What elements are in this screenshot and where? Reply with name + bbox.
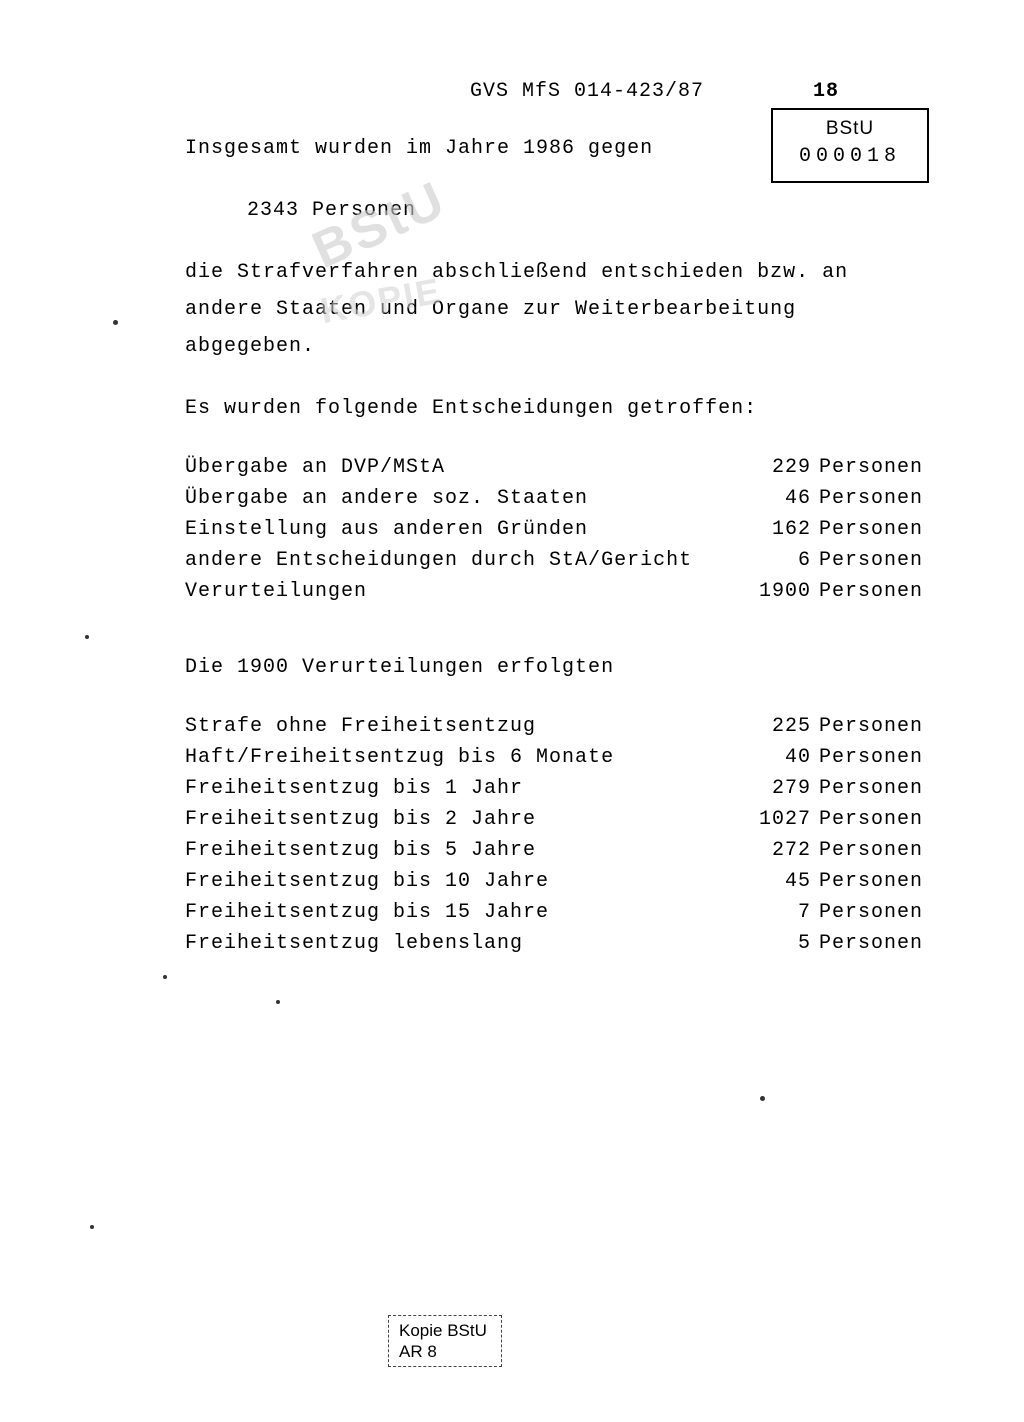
row-label: Freiheitsentzug bis 2 Jahre (185, 804, 739, 835)
persons-count: 2343 Personen (185, 192, 934, 229)
table-row: Freiheitsentzug lebenslang 5 Personen (185, 928, 934, 959)
table-row: Freiheitsentzug bis 1 Jahr 279 Personen (185, 773, 934, 804)
footer-stamp-line2: AR 8 (399, 1341, 487, 1362)
page-number: 18 (813, 80, 839, 103)
row-value: 46 (739, 483, 819, 514)
row-value: 5 (739, 928, 819, 959)
table-row: Haft/Freiheitsentzug bis 6 Monate 40 Per… (185, 742, 934, 773)
table-row: Strafe ohne Freiheitsentzug 225 Personen (185, 711, 934, 742)
row-unit: Personen (819, 804, 934, 835)
row-label: Strafe ohne Freiheitsentzug (185, 711, 739, 742)
row-unit: Personen (819, 866, 934, 897)
scan-speck (113, 320, 118, 325)
row-value: 45 (739, 866, 819, 897)
table-row: Verurteilungen 1900 Personen (185, 576, 934, 607)
table-row: Übergabe an DVP/MStA 229 Personen (185, 452, 934, 483)
row-unit: Personen (819, 711, 934, 742)
row-unit: Personen (819, 545, 934, 576)
footer-stamp-line1: Kopie BStU (399, 1320, 487, 1341)
row-unit: Personen (819, 742, 934, 773)
stamp-label: BStU (799, 116, 901, 143)
decisions-header: Es wurden folgende Entscheidungen getrof… (185, 390, 934, 427)
row-unit: Personen (819, 773, 934, 804)
convictions-header: Die 1900 Verurteilungen erfolgten (185, 649, 934, 686)
table-row: Freiheitsentzug bis 10 Jahre 45 Personen (185, 866, 934, 897)
row-value: 229 (739, 452, 819, 483)
scan-speck (90, 1225, 94, 1229)
footer-stamp: Kopie BStU AR 8 (388, 1315, 502, 1368)
table-row: Einstellung aus anderen Gründen 162 Pers… (185, 514, 934, 545)
archive-stamp: BStU 000018 (771, 108, 929, 183)
row-unit: Personen (819, 576, 934, 607)
scan-speck (85, 635, 89, 639)
row-label: Haft/Freiheitsentzug bis 6 Monate (185, 742, 739, 773)
row-label: Einstellung aus anderen Gründen (185, 514, 739, 545)
row-label: Freiheitsentzug bis 10 Jahre (185, 866, 739, 897)
main-content: Insgesamt wurden im Jahre 1986 gegen 234… (185, 130, 934, 959)
row-label: Übergabe an DVP/MStA (185, 452, 739, 483)
row-value: 40 (739, 742, 819, 773)
row-label: Verurteilungen (185, 576, 739, 607)
table-row: Freiheitsentzug bis 15 Jahre 7 Personen (185, 897, 934, 928)
row-value: 162 (739, 514, 819, 545)
row-label: Freiheitsentzug bis 5 Jahre (185, 835, 739, 866)
row-label: Freiheitsentzug lebenslang (185, 928, 739, 959)
row-unit: Personen (819, 897, 934, 928)
intro-paragraph-2: die Strafverfahren abschließend entschie… (185, 254, 934, 365)
row-unit: Personen (819, 483, 934, 514)
scan-speck (760, 1096, 765, 1101)
table-row: Freiheitsentzug bis 2 Jahre 1027 Persone… (185, 804, 934, 835)
row-value: 225 (739, 711, 819, 742)
table-row: andere Entscheidungen durch StA/Gericht … (185, 545, 934, 576)
convictions-table: Strafe ohne Freiheitsentzug 225 Personen… (185, 711, 934, 959)
row-value: 1027 (739, 804, 819, 835)
stamp-number: 000018 (799, 143, 901, 171)
table-row: Übergabe an andere soz. Staaten 46 Perso… (185, 483, 934, 514)
table-row: Freiheitsentzug bis 5 Jahre 272 Personen (185, 835, 934, 866)
row-label: andere Entscheidungen durch StA/Gericht (185, 545, 739, 576)
row-unit: Personen (819, 452, 934, 483)
scan-speck (163, 975, 167, 979)
row-value: 272 (739, 835, 819, 866)
row-unit: Personen (819, 514, 934, 545)
row-value: 1900 (739, 576, 819, 607)
decisions-table: Übergabe an DVP/MStA 229 Personen Überga… (185, 452, 934, 607)
document-page: GVS MfS 014-423/87 18 BStU 000018 BStU K… (0, 0, 1024, 1039)
row-value: 279 (739, 773, 819, 804)
row-label: Freiheitsentzug bis 15 Jahre (185, 897, 739, 928)
row-unit: Personen (819, 835, 934, 866)
scan-speck (276, 1000, 280, 1004)
row-value: 6 (739, 545, 819, 576)
document-reference: GVS MfS 014-423/87 (470, 80, 704, 103)
row-unit: Personen (819, 928, 934, 959)
row-label: Übergabe an andere soz. Staaten (185, 483, 739, 514)
row-value: 7 (739, 897, 819, 928)
row-label: Freiheitsentzug bis 1 Jahr (185, 773, 739, 804)
